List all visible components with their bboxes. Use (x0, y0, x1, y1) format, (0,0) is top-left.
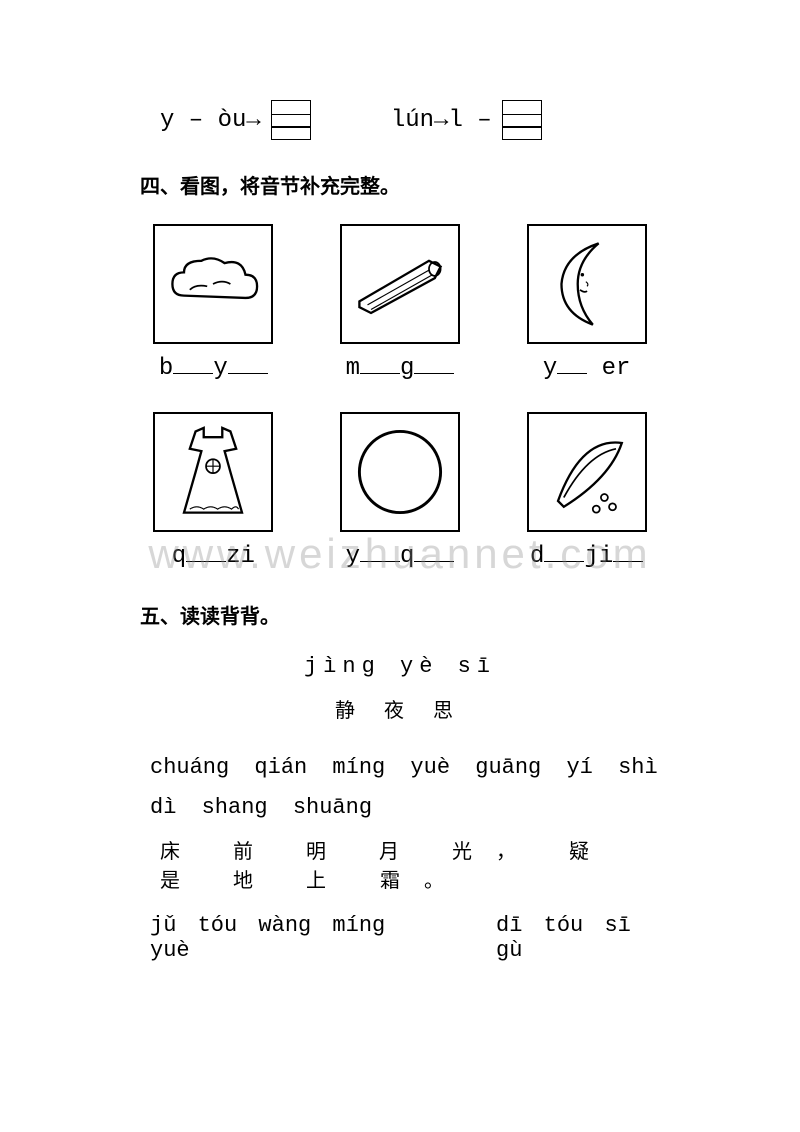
answer-2b[interactable]: yq (330, 542, 470, 570)
log-image (340, 224, 460, 344)
exercise-3-line: y – òu→ lún→l – (100, 100, 700, 140)
grid-box[interactable] (502, 100, 542, 140)
image-row-1 (100, 224, 700, 344)
answer-2a[interactable]: qzi (143, 542, 283, 570)
poem-line1-hanzi: 床 前 明 月 光， 疑 是 地 上霜。 (160, 835, 660, 893)
circle-image (340, 412, 460, 532)
grid-box[interactable] (271, 100, 311, 140)
poem-line1-pinyin: chuáng qián míng yuè guāng yí shì dì sha… (150, 748, 660, 827)
ex3-right: lún→l – (391, 107, 492, 134)
peapod-image (527, 412, 647, 532)
ex3-left: y – òu→ (160, 107, 261, 134)
answer-1c[interactable]: y er (517, 354, 657, 382)
cloud-image (153, 224, 273, 344)
poem-section: jìng yè sī 静 夜 思 chuáng qián míng yuè gu… (100, 654, 700, 963)
poem-line2-pinyin: jǔ tóu wàng míng yuè dī tóu sī gù (150, 913, 660, 963)
section-5-title: 五、读读背背。 (140, 600, 700, 629)
image-row-2 (100, 412, 700, 532)
section-4-title: 四、看图，将音节补充完整。 (140, 170, 700, 199)
answer-1a[interactable]: by (143, 354, 283, 382)
answer-1b[interactable]: mg (330, 354, 470, 382)
poem-pinyin-title: jìng yè sī (140, 654, 660, 679)
answer-row-1: by mg y er (100, 354, 700, 382)
answer-row-2: qzi yq dji (100, 542, 700, 570)
answer-2c[interactable]: dji (517, 542, 657, 570)
moon-image (527, 224, 647, 344)
dress-image (153, 412, 273, 532)
poem-title: 静 夜 思 (140, 694, 660, 723)
